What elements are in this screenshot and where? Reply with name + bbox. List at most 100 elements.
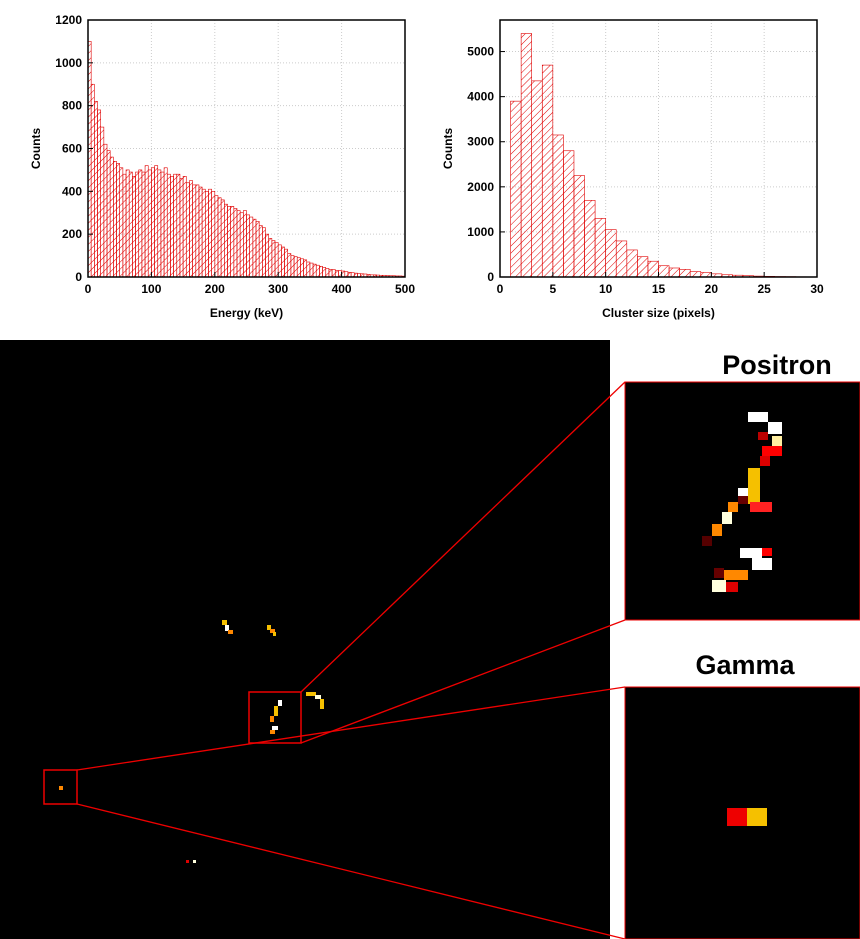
x-tick-label: 0 bbox=[85, 282, 92, 296]
y-tick-label: 4000 bbox=[467, 90, 494, 104]
bar bbox=[104, 144, 107, 277]
bar bbox=[164, 168, 167, 277]
y-axis-label: Counts bbox=[441, 128, 455, 170]
x-tick-label: 300 bbox=[268, 282, 288, 296]
bar bbox=[595, 218, 606, 277]
bar bbox=[224, 204, 227, 277]
bar bbox=[304, 260, 307, 277]
x-tick-label: 30 bbox=[810, 282, 824, 296]
bar bbox=[199, 187, 202, 277]
detector-image bbox=[0, 340, 610, 939]
y-tick-label: 2000 bbox=[467, 180, 494, 194]
bar bbox=[158, 170, 161, 277]
bar bbox=[291, 256, 294, 277]
bar bbox=[218, 198, 221, 277]
bar bbox=[91, 84, 94, 277]
bar bbox=[117, 163, 120, 277]
bar bbox=[563, 151, 574, 277]
bar bbox=[167, 174, 170, 277]
bar bbox=[272, 241, 275, 277]
bar bbox=[247, 215, 250, 277]
bar bbox=[186, 183, 189, 277]
bar bbox=[574, 176, 585, 277]
x-tick-label: 0 bbox=[497, 282, 504, 296]
y-tick-label: 400 bbox=[62, 184, 82, 198]
x-tick-label: 400 bbox=[332, 282, 352, 296]
y-tick-label: 1200 bbox=[55, 13, 82, 27]
bar bbox=[148, 170, 151, 277]
bar bbox=[648, 261, 659, 277]
bar bbox=[345, 272, 348, 277]
bar bbox=[101, 127, 104, 277]
bar bbox=[585, 200, 596, 277]
bar bbox=[110, 157, 113, 277]
x-tick-label: 100 bbox=[141, 282, 161, 296]
bar bbox=[123, 174, 126, 277]
bar bbox=[316, 265, 319, 277]
x-tick-label: 200 bbox=[205, 282, 225, 296]
bar bbox=[221, 200, 224, 277]
y-tick-label: 3000 bbox=[467, 135, 494, 149]
bar bbox=[627, 250, 638, 277]
bar bbox=[659, 266, 670, 277]
y-tick-label: 1000 bbox=[55, 56, 82, 70]
figure: 0100200300400500020040060080010001200Ene… bbox=[0, 0, 860, 939]
bar bbox=[120, 168, 123, 277]
y-tick-label: 0 bbox=[75, 270, 82, 284]
bar bbox=[669, 268, 680, 277]
bar bbox=[335, 271, 338, 277]
bar bbox=[532, 81, 543, 277]
bar bbox=[189, 181, 192, 277]
bar bbox=[281, 247, 284, 277]
x-tick-label: 15 bbox=[652, 282, 666, 296]
bar bbox=[202, 189, 205, 277]
bar bbox=[553, 135, 564, 277]
bar bbox=[259, 226, 262, 277]
bar bbox=[151, 168, 154, 277]
y-tick-label: 600 bbox=[62, 142, 82, 156]
y-tick-label: 200 bbox=[62, 227, 82, 241]
bar bbox=[606, 230, 617, 277]
bar bbox=[240, 213, 243, 277]
x-tick-label: 25 bbox=[757, 282, 771, 296]
bar bbox=[511, 101, 522, 277]
bar bbox=[323, 267, 326, 277]
bar bbox=[132, 176, 135, 277]
y-tick-label: 800 bbox=[62, 99, 82, 113]
bar bbox=[680, 269, 691, 277]
bar bbox=[326, 268, 329, 277]
bar bbox=[332, 270, 335, 277]
bar bbox=[196, 185, 199, 277]
bar bbox=[288, 253, 291, 277]
x-tick-label: 500 bbox=[395, 282, 415, 296]
x-tick-label: 5 bbox=[549, 282, 556, 296]
bar bbox=[129, 172, 132, 277]
y-axis-label: Counts bbox=[29, 128, 43, 170]
bar bbox=[256, 221, 259, 277]
bar bbox=[329, 270, 332, 277]
bar bbox=[193, 185, 196, 277]
bar bbox=[313, 264, 316, 277]
inset-label: Gamma bbox=[695, 650, 795, 680]
bar bbox=[183, 176, 186, 277]
bar bbox=[319, 266, 322, 277]
bar bbox=[227, 206, 230, 277]
bar bbox=[215, 196, 218, 277]
bar bbox=[174, 174, 177, 277]
bar bbox=[294, 257, 297, 277]
bar bbox=[690, 272, 701, 277]
bar bbox=[177, 174, 180, 277]
bar bbox=[300, 259, 303, 277]
bar bbox=[297, 258, 300, 277]
bar bbox=[275, 243, 278, 277]
bar bbox=[234, 208, 237, 277]
bar bbox=[208, 189, 211, 277]
y-tick-label: 1000 bbox=[467, 225, 494, 239]
bar bbox=[262, 228, 265, 277]
bar bbox=[107, 151, 110, 277]
gamma-pixels bbox=[727, 808, 767, 826]
bar bbox=[145, 166, 148, 277]
bar bbox=[253, 219, 256, 277]
bar bbox=[139, 170, 142, 277]
